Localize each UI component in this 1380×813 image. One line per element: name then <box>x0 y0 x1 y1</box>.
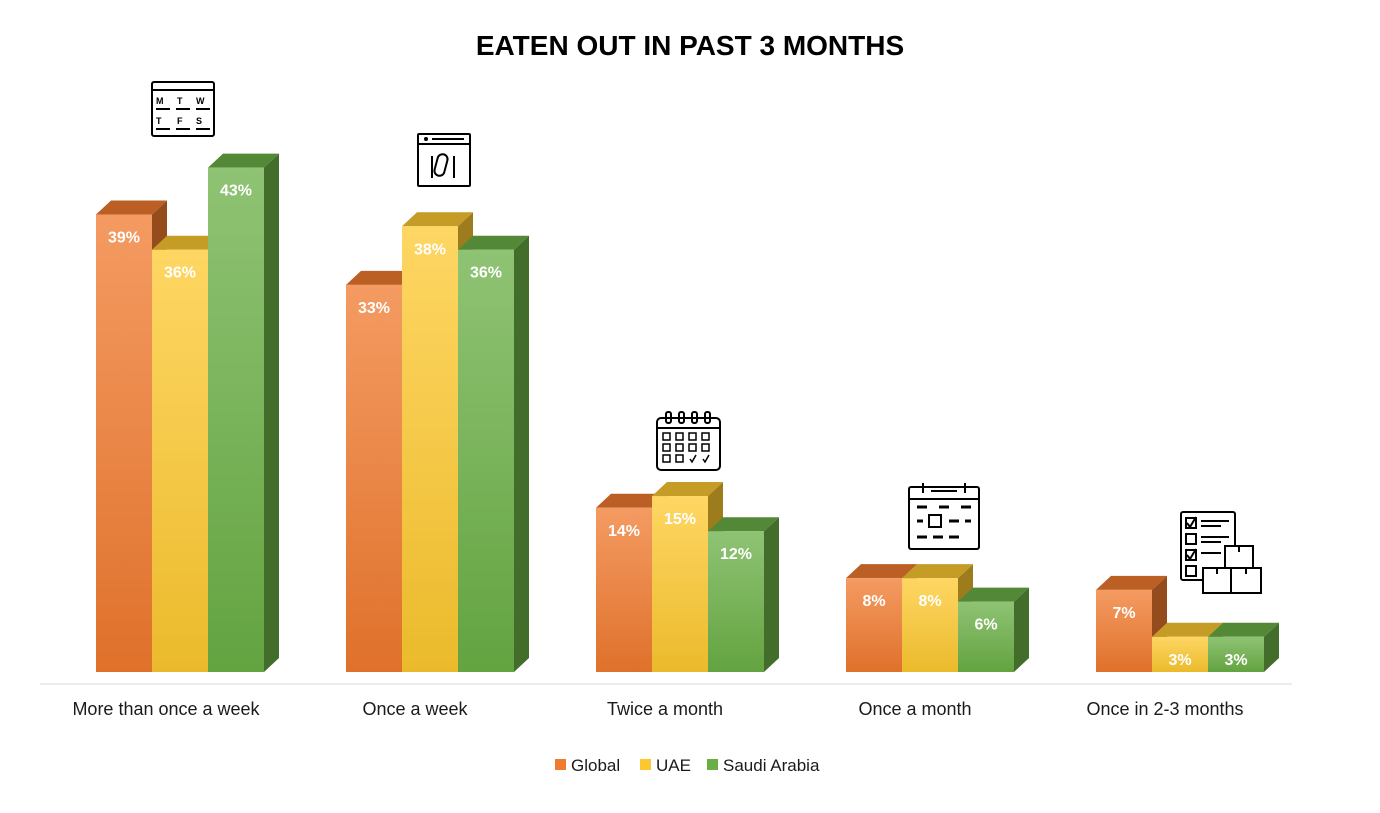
svg-text:W: W <box>196 96 205 106</box>
value-label: 36% <box>470 265 502 282</box>
value-label: 38% <box>414 241 446 258</box>
bar-saudi-arabia-0 <box>208 153 279 673</box>
value-label: 12% <box>720 546 752 563</box>
calendar-icon <box>908 483 980 550</box>
bars-layer <box>96 153 1279 673</box>
schedule-icon <box>417 133 471 187</box>
value-label: 14% <box>608 523 640 540</box>
legend-label: UAE <box>656 756 691 775</box>
bar-saudi-arabia-2 <box>708 517 779 672</box>
category-label: Once a month <box>858 699 971 719</box>
legend-swatch <box>555 759 566 770</box>
svg-text:T: T <box>156 116 162 126</box>
monthly-calendar-icon <box>656 411 721 471</box>
value-label: 7% <box>1112 605 1135 622</box>
chart-title: EATEN OUT IN PAST 3 MONTHS <box>475 30 905 61</box>
category-label: More than once a week <box>72 699 260 719</box>
value-label: 3% <box>1224 652 1247 669</box>
svg-text:M: M <box>156 96 164 106</box>
svg-text:S: S <box>196 116 202 126</box>
legend-item-uae: UAE <box>640 756 691 775</box>
value-label: 6% <box>974 617 997 634</box>
svg-text:T: T <box>177 96 183 106</box>
category-label: Once in 2-3 months <box>1086 699 1243 719</box>
bar-saudi-arabia-3 <box>958 587 1029 672</box>
legend-label: Global <box>571 756 620 775</box>
value-label: 36% <box>164 265 196 282</box>
category-labels: More than once a week Once a week Twice a … <box>72 699 1243 719</box>
value-label: 8% <box>862 593 885 610</box>
value-label: 8% <box>918 593 941 610</box>
legend-item-saudi-arabia: Saudi Arabia <box>707 756 820 775</box>
category-label: Twice a month <box>607 699 723 719</box>
value-labels: 39% 36% 43% 33% 38% 36% 14% 15% 12% 8% 8% 6% 7% 3% 3% <box>108 183 1248 669</box>
svg-text:F: F <box>177 116 183 126</box>
bar-saudi-arabia-1 <box>458 235 529 672</box>
legend: Global UAE Saudi Arabia <box>555 756 820 775</box>
category-label: Once a week <box>362 699 468 719</box>
value-label: 39% <box>108 230 140 247</box>
value-label: 43% <box>220 183 252 200</box>
legend-swatch <box>707 759 718 770</box>
weekly-calendar-icon: M T W T F S <box>151 81 215 137</box>
legend-swatch <box>640 759 651 770</box>
icons-layer: M T W T F S <box>151 81 1262 594</box>
checklist-boxes-icon <box>1180 511 1262 594</box>
value-label: 33% <box>358 300 390 317</box>
legend-label: Saudi Arabia <box>723 756 820 775</box>
value-label: 15% <box>664 511 696 528</box>
bar-saudi-arabia-4 <box>1208 622 1279 672</box>
value-label: 3% <box>1168 652 1191 669</box>
legend-item-global: Global <box>555 756 620 775</box>
